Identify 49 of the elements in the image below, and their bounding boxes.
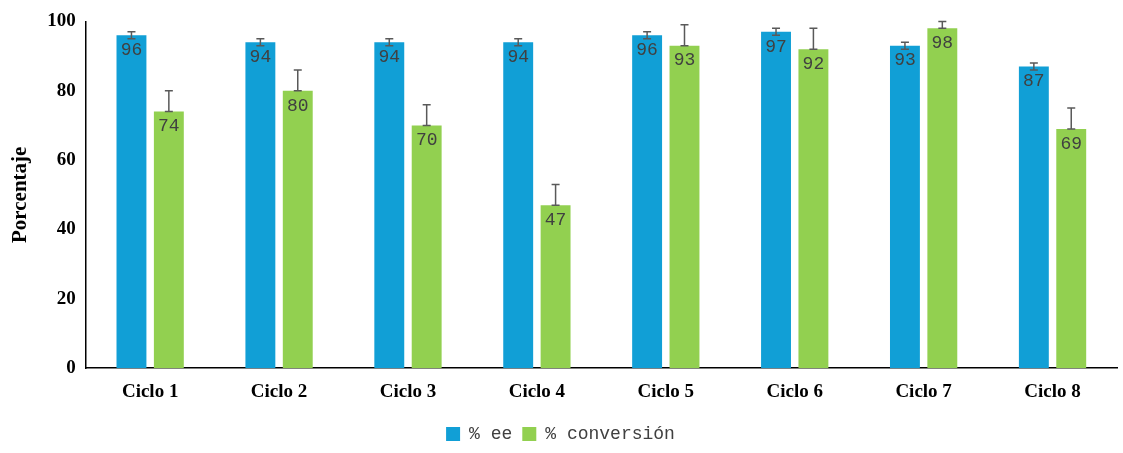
data-label: 47 xyxy=(544,209,567,230)
legend-label: % conversión xyxy=(545,423,675,444)
data-label: 96 xyxy=(120,40,143,61)
data-label: 94 xyxy=(378,46,401,67)
data-label: 98 xyxy=(931,33,954,54)
legend-label: % ee xyxy=(469,423,513,444)
bar xyxy=(116,35,147,369)
data-label: 94 xyxy=(507,46,530,67)
bar xyxy=(889,45,920,369)
bar xyxy=(1056,128,1087,369)
bar xyxy=(798,49,829,369)
data-label: 69 xyxy=(1060,133,1083,154)
x-tick-label: Ciclo 7 xyxy=(895,379,953,401)
y-axis-title: Porcentaje xyxy=(7,146,32,243)
bar xyxy=(540,205,571,369)
y-tick-label: 20 xyxy=(56,286,76,308)
data-label: 92 xyxy=(802,53,825,74)
x-tick-label: Ciclo 1 xyxy=(121,379,179,401)
data-label: 74 xyxy=(158,116,180,137)
bar xyxy=(1018,66,1049,369)
data-label: 87 xyxy=(1023,71,1045,92)
y-tick-label: 60 xyxy=(56,148,76,170)
bar xyxy=(632,35,663,369)
bar xyxy=(245,42,276,369)
bar xyxy=(503,42,534,369)
y-tick-label: 0 xyxy=(66,356,76,378)
data-label: 70 xyxy=(415,130,438,151)
x-tick-label: Ciclo 2 xyxy=(250,379,308,401)
bar xyxy=(374,42,405,369)
x-tick-label: Ciclo 3 xyxy=(379,379,437,401)
bar xyxy=(927,28,958,369)
data-label: 93 xyxy=(673,50,696,71)
bar xyxy=(411,125,442,369)
bar xyxy=(282,90,313,369)
x-tick-label: Ciclo 5 xyxy=(637,379,695,401)
y-tick-label: 40 xyxy=(56,217,76,239)
data-label: 94 xyxy=(249,46,272,67)
x-tick-label: Ciclo 4 xyxy=(508,379,566,401)
y-tick-label: 80 xyxy=(56,78,76,100)
data-label: 93 xyxy=(894,50,916,71)
data-label: 80 xyxy=(286,95,309,116)
x-tick-label: Ciclo 6 xyxy=(766,379,823,401)
x-tick-label: Ciclo 8 xyxy=(1024,379,1081,401)
data-label: 97 xyxy=(765,36,787,57)
data-label: 96 xyxy=(636,40,658,61)
bar xyxy=(669,45,700,369)
bar xyxy=(761,31,791,369)
bar xyxy=(153,111,184,369)
y-tick-label: 100 xyxy=(47,9,76,31)
